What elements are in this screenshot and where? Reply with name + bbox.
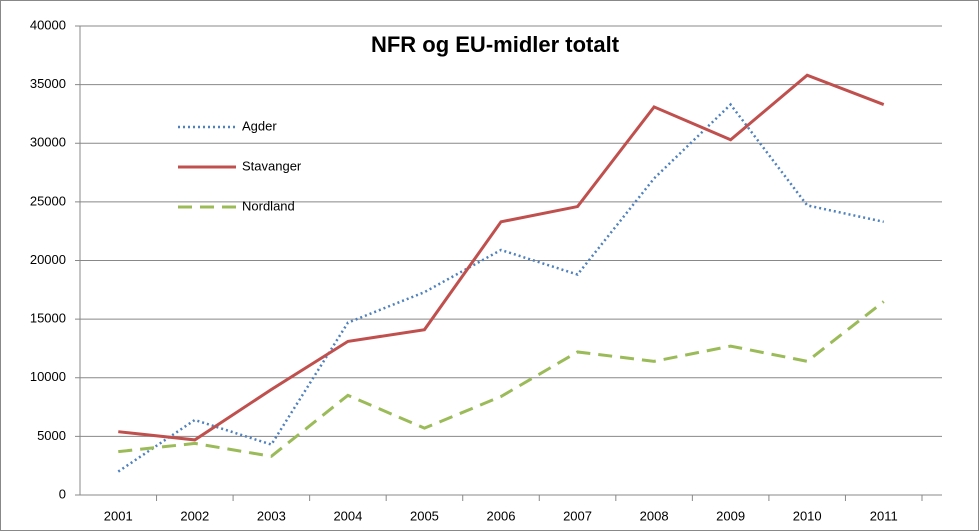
y-tick-label: 0 — [59, 486, 66, 501]
x-tick-label: 2003 — [257, 508, 286, 523]
x-tick-label: 2005 — [410, 508, 439, 523]
y-tick-label: 25000 — [30, 193, 66, 208]
x-tick-label: 2001 — [104, 508, 133, 523]
series-line — [118, 300, 885, 458]
chart-title: NFR og EU-midler totalt — [371, 32, 620, 57]
x-tick-label: 2010 — [793, 508, 822, 523]
y-tick-label: 5000 — [37, 428, 66, 443]
series-line — [117, 102, 884, 473]
legend-label: Stavanger — [242, 158, 302, 173]
x-tick-label: 2002 — [180, 508, 209, 523]
x-tick-label: 2011 — [870, 508, 898, 523]
y-tick-label: 35000 — [30, 76, 66, 91]
x-tick-label: 2007 — [563, 508, 592, 523]
x-tick-label: 2009 — [716, 508, 745, 523]
y-tick-label: 30000 — [30, 135, 66, 150]
legend-label: Agder — [242, 118, 277, 133]
y-tick-label: 20000 — [30, 252, 66, 267]
legend-label: Nordland — [242, 198, 295, 213]
series-line — [118, 73, 885, 442]
x-tick-label: 2004 — [333, 508, 362, 523]
x-tick-label: 2006 — [487, 508, 516, 523]
y-tick-label: 40000 — [30, 17, 66, 32]
y-tick-label: 10000 — [30, 369, 66, 384]
x-tick-label: 2008 — [640, 508, 669, 523]
y-tick-label: 15000 — [30, 311, 66, 326]
